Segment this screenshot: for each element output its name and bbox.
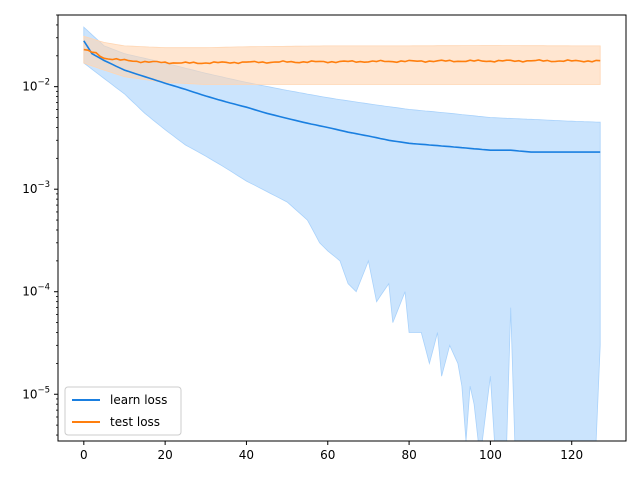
x-tick-label-80: 80 [401,448,416,462]
x-tick-label-120: 120 [560,448,583,462]
y-tick-label-0: 10−5 [22,385,50,401]
x-tick-label-40: 40 [239,448,254,462]
x-tick-label-20: 20 [157,448,172,462]
axes-frame [57,14,627,442]
y-tick-label-1: 10−4 [22,283,50,299]
y-tick-label-3: 10−2 [22,78,50,94]
x-tick-label-100: 100 [479,448,502,462]
legend: learn loss test loss [64,386,182,436]
legend-label-learn-loss: learn loss [110,393,167,407]
x-axis: 0 20 40 60 80 100 120 [80,441,583,462]
line-test-loss [83,48,601,65]
y-axis: 10−5 10−4 10−3 10−2 [22,14,58,436]
y-tick-label-2: 10−3 [22,180,50,196]
plot-area [83,26,601,441]
band-test-loss [83,35,601,85]
x-tick-label-0: 0 [80,448,88,462]
legend-label-test-loss: test loss [110,415,160,429]
x-tick-label-60: 60 [320,448,335,462]
line-learn-loss [83,40,601,153]
